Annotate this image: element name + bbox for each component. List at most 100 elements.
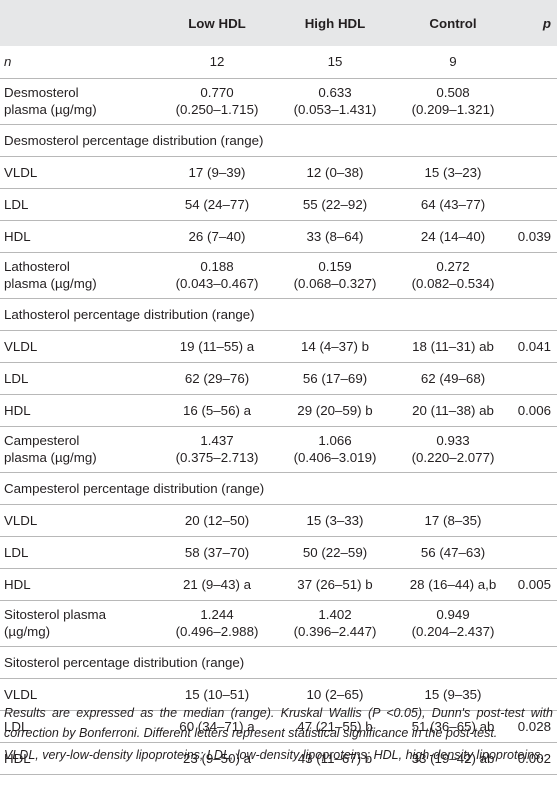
cell-low-hdl: 16 (5–56) a (182, 402, 251, 418)
cell-high-hdl-line: 0.159 (318, 259, 352, 274)
cell-low-hdl: 15 (10–51) (184, 686, 250, 702)
header-high-hdl: High HDL (304, 15, 366, 31)
cell-p-value (512, 156, 557, 188)
table-row: LDL 60 (34–71) a 47 (21–55) b 51 (36–65) ab… (0, 710, 557, 742)
cell-control: 28 (16–44) a,b (409, 576, 497, 592)
footnote-abbreviations: VLDL, very-low-density lipoproteins; LDL… (4, 748, 544, 762)
cell-control: 20 (11–38) ab (412, 402, 494, 418)
row-label-line: Sitosterol plasma (4, 607, 106, 622)
cell-high-hdl-line: 1.402 (318, 607, 352, 622)
row-label: Lathosterol plasma (µg/mg) (0, 252, 158, 298)
cell-high-hdl: 10 (2–65) (306, 686, 364, 702)
cell-high-hdl: 55 (22–92) (302, 196, 368, 212)
cell-low-hdl: 0.770 (0.250–1.715) (158, 78, 276, 124)
cell-high-hdl: 50 (22–59) (302, 544, 368, 560)
header-empty (0, 0, 158, 46)
row-label: VLDL (4, 512, 38, 528)
section-row: Desmosterol percentage distribution (ran… (0, 124, 557, 156)
section-label: Lathosterol percentage distribution (ran… (4, 306, 255, 322)
row-label: Desmosterol plasma (µg/mg) (0, 78, 158, 124)
table-row: Desmosterol plasma (µg/mg) 0.770 (0.250–1.7… (0, 78, 557, 124)
cell-high-hdl: 56 (17–69) (302, 370, 368, 386)
cell-high-hdl: 33 (8–64) (306, 228, 364, 244)
cell-low-hdl: 0.188 (0.043–0.467) (158, 252, 276, 298)
cell-high-hdl-line: 1.066 (318, 433, 352, 448)
table-row: Lathosterol plasma (µg/mg) 0.188 (0.043–0.4… (0, 252, 557, 298)
cell-low-hdl: 21 (9–43) a (182, 576, 251, 592)
cell-high-hdl-line: (0.068–0.327) (293, 276, 377, 291)
row-label: LDL (4, 370, 29, 386)
section-label: Sitosterol percentage distribution (rang… (4, 654, 245, 670)
row-label-line: plasma (µg/mg) (4, 276, 97, 291)
cell-high-hdl: 1.066 (0.406–3.019) (276, 426, 394, 472)
cell-control: 15 (3–23) (424, 164, 482, 180)
section-row: Campesterol percentage distribution (ran… (0, 472, 557, 504)
section-row: Lathosterol percentage distribution (ran… (0, 298, 557, 330)
table-row: n 12 15 9 (0, 46, 557, 78)
row-label-line: plasma (µg/mg) (4, 450, 97, 465)
header-row: Low HDL High HDL Control p (0, 0, 557, 46)
row-label: n (4, 54, 12, 70)
cell-low-hdl: 17 (9–39) (188, 164, 246, 180)
cell-low-hdl-line: (0.496–2.988) (175, 624, 259, 639)
cell-control: 64 (43–77) (420, 196, 486, 212)
cell-control: 15 (9–35) (424, 686, 482, 702)
cell-p-value (512, 536, 557, 568)
cell-control: 0.949 (0.204–2.437) (394, 600, 512, 646)
cell-p-value: 0.005 (517, 576, 551, 592)
cell-p-value (512, 426, 557, 472)
data-table: Low HDL High HDL Control p n 12 15 9 Desmost… (0, 0, 557, 774)
cell-low-hdl: 62 (29–76) (184, 370, 250, 386)
row-label: VLDL (4, 164, 38, 180)
cell-control-line: (0.220–2.077) (411, 450, 495, 465)
cell-control-line: 0.949 (436, 607, 470, 622)
cell-control-line: (0.209–1.321) (411, 102, 495, 117)
row-label: HDL (4, 576, 31, 592)
cell-low-hdl: 26 (7–40) (188, 228, 246, 244)
cell-control-line: (0.082–0.534) (411, 276, 495, 291)
cell-p-value (512, 46, 557, 78)
table-row: VLDL 15 (10–51) 10 (2–65) 15 (9–35) (0, 678, 557, 710)
table-row: VLDL 20 (12–50) 15 (3–33) 17 (8–35) (0, 504, 557, 536)
cell-p-value: 0.039 (517, 228, 551, 244)
cell-p-value (512, 78, 557, 124)
row-label: LDL (4, 196, 29, 212)
cell-p-value: 0.002 (517, 750, 551, 766)
row-label: LDL (4, 718, 29, 734)
cell-control: 0.508 (0.209–1.321) (394, 78, 512, 124)
cell-high-hdl-line: (0.053–1.431) (293, 102, 377, 117)
cell-p-value (512, 362, 557, 394)
cell-high-hdl-line: (0.396–2.447) (293, 624, 377, 639)
cell-high-hdl: 37 (26–51) b (297, 576, 373, 592)
cell-low-hdl: 12 (209, 54, 225, 70)
table-footnotes: Results are expressed as the median (ran… (4, 703, 553, 765)
header-low-hdl: Low HDL (188, 15, 246, 31)
cell-high-hdl: 14 (4–37) b (300, 338, 369, 354)
table-row: HDL 16 (5–56) a 29 (20–59) b 20 (11–38) ab 0… (0, 394, 557, 426)
row-label: HDL (4, 402, 31, 418)
cell-high-hdl: 15 (327, 54, 343, 70)
cell-low-hdl-line: (0.375–2.713) (175, 450, 259, 465)
table-row: Campesterol plasma (µg/mg) 1.437 (0.375–2.7… (0, 426, 557, 472)
table-row: VLDL 19 (11–55) a 14 (4–37) b 18 (11–31) ab… (0, 330, 557, 362)
footnote-results: Results are expressed as the median (ran… (4, 706, 553, 740)
row-label-line: (µg/mg) (4, 624, 51, 639)
cell-control: 51 (36–65) ab (411, 718, 495, 734)
row-label-line: Lathosterol (4, 259, 70, 274)
cell-control: 24 (14–40) (420, 228, 486, 244)
row-label: HDL (4, 750, 31, 766)
cell-high-hdl-line: (0.406–3.019) (293, 450, 377, 465)
cell-p-value: 0.041 (517, 338, 551, 354)
cell-low-hdl: 60 (34–71) a (179, 718, 255, 734)
cell-control-line: 0.272 (436, 259, 470, 274)
cell-control: 62 (49–68) (420, 370, 486, 386)
cell-p-value: 0.006 (517, 402, 551, 418)
cell-control: 9 (449, 54, 457, 70)
table-row: VLDL 17 (9–39) 12 (0–38) 15 (3–23) (0, 156, 557, 188)
cell-control: 56 (47–63) (420, 544, 486, 560)
cell-low-hdl-line: (0.043–0.467) (175, 276, 259, 291)
cell-high-hdl: 47 (21–55) b (297, 718, 373, 734)
cell-high-hdl: 43 (11–67) b (297, 750, 373, 766)
table-row: Sitosterol plasma (µg/mg) 1.244 (0.496–2.98… (0, 600, 557, 646)
